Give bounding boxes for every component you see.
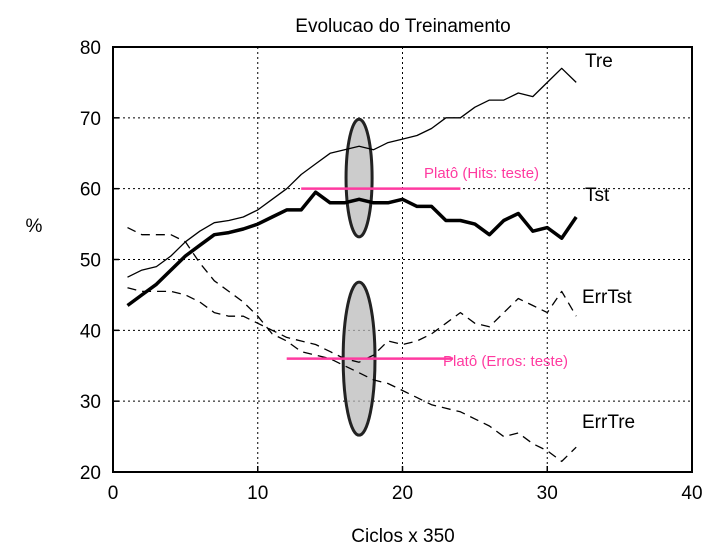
series-label-errtre: ErrTre: [582, 412, 635, 433]
y-axis-label: %: [26, 216, 43, 237]
plateau-errors-label: Platô (Erros: teste): [443, 353, 568, 370]
x-tick-label: 40: [681, 483, 702, 504]
x-tick-label: 10: [247, 483, 268, 504]
x-tick-label: 30: [537, 483, 558, 504]
y-tick-label: 70: [80, 109, 101, 130]
plateau-hits-label: Platô (Hits: teste): [424, 165, 539, 182]
series-line-errtre: [127, 227, 577, 463]
series-label-tst: Tst: [585, 185, 610, 206]
series-line-errtst: [127, 287, 577, 363]
y-tick-label: 80: [80, 38, 101, 59]
chart-title: Evolucao do Treinamento: [295, 16, 510, 37]
series-label-errtst: ErrTst: [582, 287, 632, 308]
x-axis-label: Ciclos x 350: [351, 526, 455, 547]
y-tick-label: 60: [80, 180, 101, 201]
x-tick-label: 0: [108, 483, 119, 504]
y-tick-label: 20: [80, 463, 101, 484]
series-label-tre: Tre: [585, 51, 613, 72]
series-line-tst: [126, 190, 578, 307]
x-tick-label: 20: [392, 483, 413, 504]
y-tick-label: 40: [80, 321, 101, 342]
series-line-tre: [127, 67, 577, 278]
y-tick-label: 50: [80, 251, 101, 272]
ellipse-hits: [344, 117, 374, 239]
y-tick-label: 30: [80, 392, 101, 413]
